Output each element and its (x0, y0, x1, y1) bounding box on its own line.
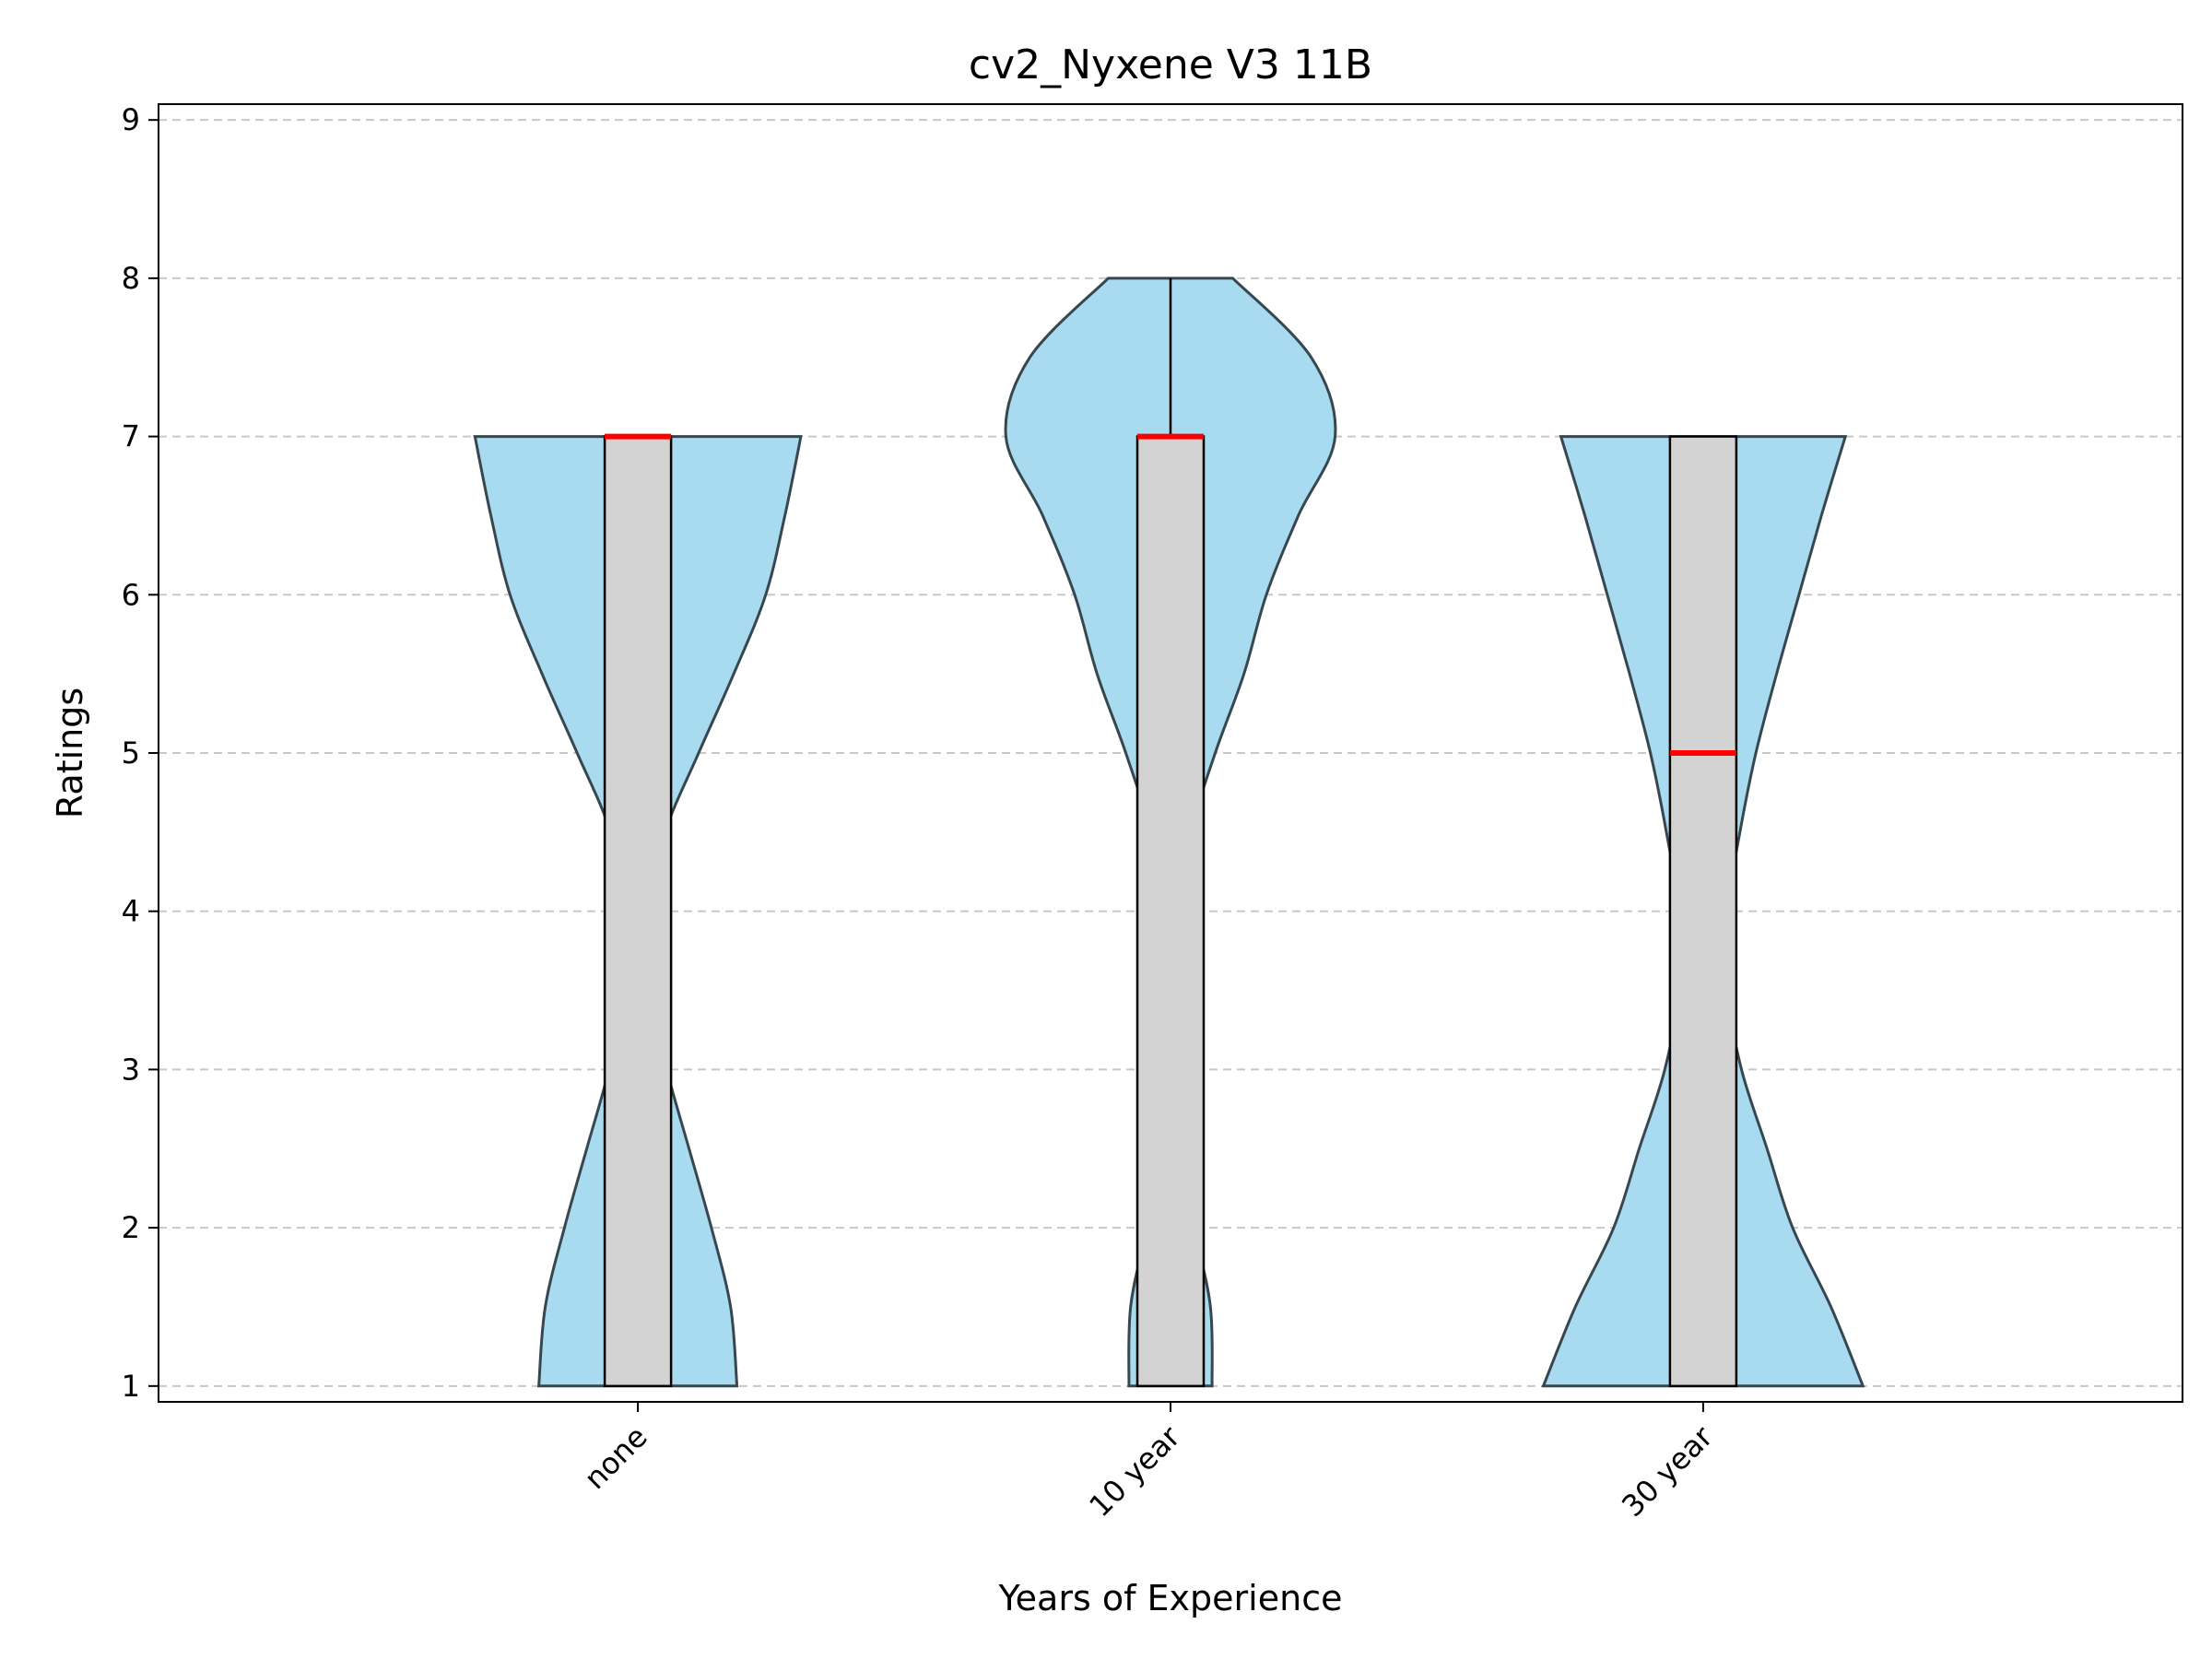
boxes (603, 277, 1738, 1388)
x-axis-label: Years of Experience (998, 1578, 1343, 1618)
y-tick-label-4: 4 (122, 894, 140, 929)
x-tick-label-30-year: 30 year (1615, 1418, 1720, 1524)
y-tick-label-5: 5 (122, 735, 140, 771)
y-tick-label-6: 6 (122, 577, 140, 612)
y-axis-ticks: 1 2 3 4 5 6 7 8 9 (122, 102, 159, 1404)
y-tick-label-2: 2 (122, 1210, 140, 1245)
y-tick-label-8: 8 (122, 261, 140, 296)
box-10-year (1135, 435, 1206, 1388)
y-axis-label: Ratings (50, 688, 90, 818)
x-tick-label-10-year: 10 year (1082, 1418, 1187, 1524)
chart-title: cv2_Nyxene V3 11B (969, 41, 1372, 88)
y-tick-label-1: 1 (122, 1369, 140, 1404)
x-tick-label-none: none (577, 1419, 653, 1496)
box-none (603, 435, 673, 1388)
x-axis-ticks: none 10 year 30 year (577, 1402, 1720, 1524)
y-tick-label-9: 9 (122, 102, 140, 137)
y-tick-label-3: 3 (122, 1052, 140, 1087)
box-30-year (1668, 435, 1738, 1388)
y-tick-label-7: 7 (122, 419, 140, 454)
